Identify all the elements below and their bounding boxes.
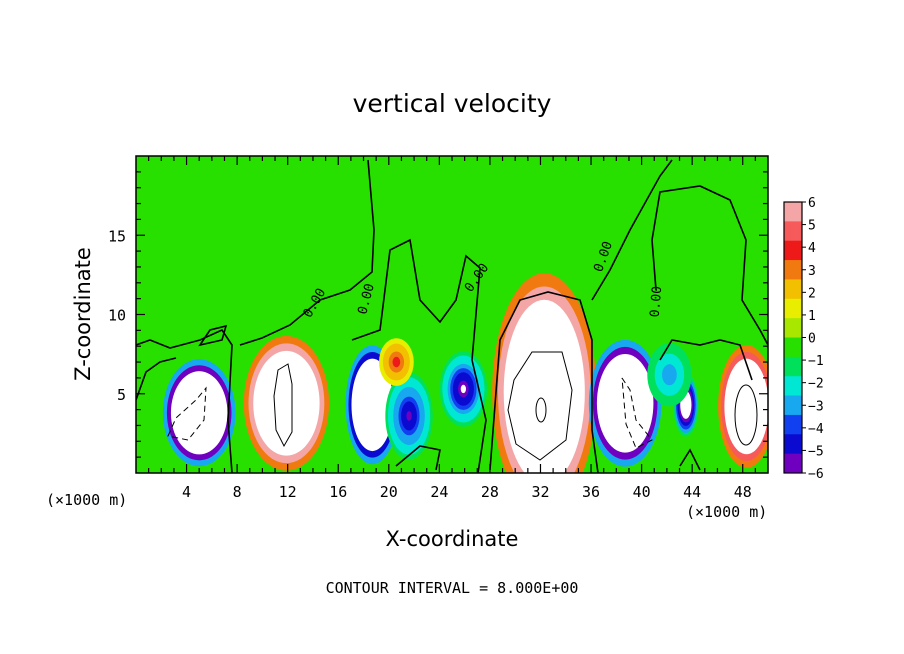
cell-6-band-8 bbox=[621, 396, 630, 411]
x-unit-right: (×1000 m) bbox=[686, 503, 767, 521]
x-tick-label: 48 bbox=[734, 483, 752, 501]
chart-title: vertical velocity bbox=[353, 89, 552, 118]
cell-10 bbox=[647, 343, 692, 407]
colorbar-swatch-7 bbox=[784, 337, 802, 358]
cell-5-band-8 bbox=[538, 378, 551, 406]
colorbar-label: −3 bbox=[808, 399, 824, 414]
zero-contours bbox=[136, 159, 768, 473]
y-axis-ticks: 5 10 15 bbox=[108, 171, 768, 458]
colorbar-label: 3 bbox=[808, 264, 816, 279]
cell-9 bbox=[379, 338, 414, 386]
cell-0-band-8 bbox=[195, 406, 204, 419]
colorbar-label: 1 bbox=[808, 309, 816, 324]
cell-4 bbox=[439, 351, 488, 427]
colorbar-label: 2 bbox=[808, 286, 816, 301]
zero-contour-small bbox=[198, 324, 441, 471]
colorbar-label: 5 bbox=[808, 219, 816, 234]
colorbar-swatch-9 bbox=[784, 376, 802, 397]
contour-inner-cell-38 bbox=[621, 377, 653, 449]
colorbar-label: −4 bbox=[808, 422, 824, 437]
cell-2 bbox=[345, 345, 400, 465]
colorbar-swatch-3 bbox=[784, 260, 802, 280]
contour-inner-cell-32 bbox=[507, 351, 573, 461]
colorbar-label: −5 bbox=[808, 444, 824, 459]
colorbar-swatch-5 bbox=[784, 298, 802, 319]
colorbar-swatch-13 bbox=[784, 453, 802, 474]
zero-contour-left bbox=[136, 328, 233, 473]
cell-1 bbox=[243, 335, 330, 471]
zero-contour-right bbox=[591, 159, 768, 346]
x-tick-label: 24 bbox=[430, 483, 448, 501]
cell-6 bbox=[588, 339, 662, 467]
x-tick-label: 44 bbox=[683, 483, 701, 501]
colorbar-label: 4 bbox=[808, 241, 816, 256]
colorbar-swatch-12 bbox=[784, 434, 802, 455]
cell-8-band-8 bbox=[743, 399, 750, 414]
cell-3 bbox=[385, 372, 433, 460]
colorbar-label: 0 bbox=[808, 332, 816, 347]
cell-8 bbox=[718, 345, 768, 468]
y-tick-label: 10 bbox=[108, 307, 126, 325]
x-tick-label: 36 bbox=[582, 483, 600, 501]
zero-contour-mid bbox=[351, 238, 487, 473]
colorbar-label: 6 bbox=[808, 196, 816, 211]
contour-label-2: 0.00 bbox=[648, 285, 666, 318]
contour-inner-core-32 bbox=[535, 397, 547, 423]
velocity-field bbox=[162, 273, 768, 473]
colorbar-swatch-8 bbox=[784, 356, 802, 377]
x-axis-label: X-coordinate bbox=[386, 527, 519, 551]
cell-1-band-8 bbox=[281, 395, 292, 411]
contour-interval-note: CONTOUR INTERVAL = 8.000E+00 bbox=[326, 579, 579, 597]
colorbar-swatch-6 bbox=[784, 318, 802, 338]
colorbar-swatch-10 bbox=[784, 395, 802, 416]
x-axis-ticks: 4 8 12 16 20 24 28 32 36 40 44 48 bbox=[148, 156, 756, 501]
cell-3-band-8 bbox=[406, 411, 412, 421]
zero-contour-lower-right bbox=[659, 339, 753, 471]
x-tick-label: 40 bbox=[633, 483, 651, 501]
colorbar: 6 5 4 3 2 1 0 −1 −2 −3 −4 −5 −6 bbox=[783, 196, 824, 482]
cell-2-band-8 bbox=[369, 398, 376, 412]
colorbar-swatch-2 bbox=[784, 240, 802, 261]
cell-10-band-8 bbox=[666, 371, 672, 379]
x-tick-label: 12 bbox=[279, 483, 297, 501]
colorbar-swatch-1 bbox=[784, 221, 802, 242]
colorbar-label: −6 bbox=[808, 467, 824, 482]
y-tick-label: 15 bbox=[108, 227, 126, 245]
x-tick-label: 32 bbox=[531, 483, 549, 501]
x-tick-label: 4 bbox=[182, 483, 191, 501]
cell-7-band-8 bbox=[684, 401, 688, 409]
x-tick-label: 20 bbox=[380, 483, 398, 501]
y-axis-label: Z-coordinate bbox=[71, 247, 95, 381]
colorbar-swatch-0 bbox=[784, 202, 802, 222]
x-tick-label: 8 bbox=[233, 483, 242, 501]
cell-4-band-8 bbox=[460, 384, 467, 394]
x-tick-label: 16 bbox=[329, 483, 347, 501]
y-tick-label: 5 bbox=[117, 386, 126, 404]
cell-0 bbox=[162, 359, 236, 467]
contour-inner-left bbox=[167, 386, 207, 441]
zero-contour-cell-32 bbox=[489, 291, 599, 473]
contour-inner-cell-48 bbox=[734, 384, 758, 446]
x-unit-left: (×1000 m) bbox=[46, 491, 127, 509]
colorbar-label: −1 bbox=[808, 354, 824, 369]
colorbar-swatch-11 bbox=[784, 414, 802, 435]
cell-9-band-8 bbox=[394, 359, 399, 365]
colorbar-label: −2 bbox=[808, 377, 824, 392]
x-tick-label: 28 bbox=[481, 483, 499, 501]
zero-contour-upper bbox=[136, 159, 375, 401]
contour-inner-cell-12 bbox=[273, 363, 293, 448]
colorbar-swatch-4 bbox=[784, 279, 802, 300]
cell-5 bbox=[492, 273, 597, 473]
